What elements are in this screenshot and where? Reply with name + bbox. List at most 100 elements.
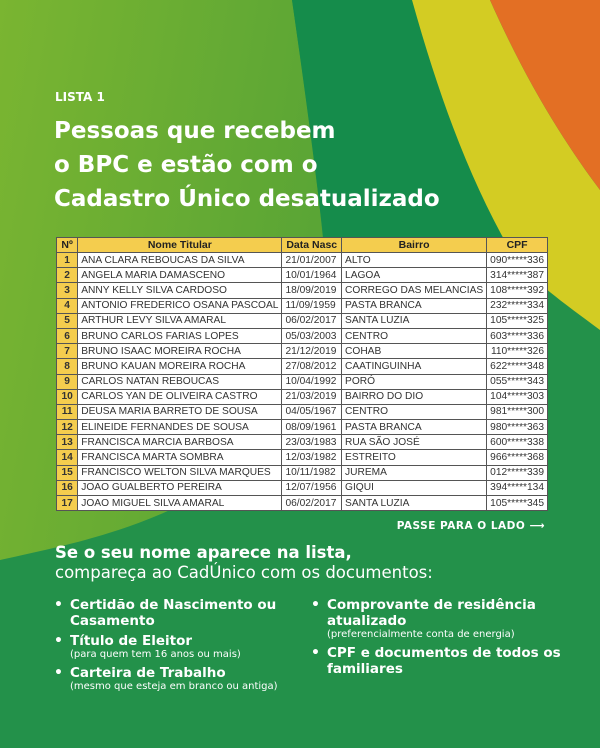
document-title: Título de Eleitor	[70, 633, 193, 649]
row-number: 15	[55, 464, 79, 481]
row-cpf: 105*****325	[486, 312, 548, 329]
row-neighborhood: GIQUI	[341, 479, 488, 497]
row-birthdate: 23/03/1983	[281, 434, 343, 451]
column-header-number: Nº	[55, 237, 79, 253]
row-neighborhood: CENTRO	[341, 327, 488, 345]
row-birthdate: 10/11/1982	[281, 464, 343, 481]
row-number: 12	[55, 419, 79, 436]
row-number: 6	[55, 327, 79, 345]
document-note: (mesmo que esteja em branco ou antiga)	[70, 681, 278, 692]
row-cpf: 980*****363	[486, 419, 548, 436]
row-cpf: 055*****343	[486, 373, 548, 390]
row-name: ANTONIO FREDERICO OSANA PASCOAL	[77, 297, 283, 314]
instructions-heading-bold: Se o seu nome aparece na lista,	[55, 543, 352, 562]
document-item: Comprovante de residência atualizado(pre…	[309, 597, 569, 641]
table-row: 6 BRUNO CARLOS FARIAS LOPES 05/03/2003 CENT…	[55, 327, 548, 345]
table-row: 4 ANTONIO FREDERICO OSANA PASCOAL 11/09/19…	[55, 297, 548, 314]
row-neighborhood: CAATINGUINHA	[341, 358, 488, 375]
document-title: Comprovante de residência atualizado	[327, 597, 536, 629]
row-number: 8	[55, 358, 79, 375]
row-number: 11	[55, 403, 79, 421]
row-neighborhood: SANTA LUZIA	[341, 494, 488, 512]
documents-list-right: Comprovante de residência atualizado(pre…	[309, 597, 569, 681]
row-birthdate: 21/01/2007	[281, 251, 343, 269]
instructions-heading-regular: compareça ao CadÚnico com os documentos:	[55, 563, 433, 582]
beneficiaries-table: Nº Nome Titular Data Nasc Bairro CPF 1 AN…	[55, 237, 548, 512]
column-header-birthdate: Data Nasc	[281, 237, 343, 253]
document-note: (preferencialmente conta de energia)	[327, 629, 515, 640]
list-label: LISTA 1	[55, 90, 105, 104]
row-name: CARLOS NATAN REBOUCAS	[77, 373, 283, 390]
column-header-name: Nome Titular	[77, 237, 283, 253]
row-neighborhood: BAIRRO DO DIO	[341, 388, 488, 405]
row-birthdate: 18/09/2019	[281, 282, 343, 299]
swipe-hint: PASSE PARA O LADO ⟶	[396, 520, 545, 532]
row-neighborhood: CORREGO DAS MELANCIAS	[341, 282, 488, 299]
row-cpf: 110*****326	[486, 343, 548, 360]
row-name: CARLOS YAN DE OLIVEIRA CASTRO	[77, 388, 283, 405]
document-title: Carteira de Trabalho	[70, 665, 226, 681]
document-note: (para quem tem 16 anos ou mais)	[70, 649, 241, 660]
row-name: JOAO MIGUEL SILVA AMARAL	[77, 494, 283, 512]
document-title: CPF e documentos de todos os familiares	[327, 645, 561, 677]
row-neighborhood: PORÓ	[341, 373, 488, 390]
table-header-row: Nº Nome Titular Data Nasc Bairro CPF	[55, 237, 548, 253]
row-neighborhood: ESTREITO	[341, 449, 488, 466]
table-row: 3 ANNY KELLY SILVA CARDOSO 18/09/2019 CORRE…	[55, 282, 548, 299]
row-number: 4	[55, 297, 79, 314]
title-line: Cadastro Único desatualizado	[54, 186, 440, 212]
column-header-cpf: CPF	[486, 237, 548, 253]
row-neighborhood: SANTA LUZIA	[341, 312, 488, 329]
row-name: BRUNO KAUAN MOREIRA ROCHA	[77, 358, 283, 375]
row-name: ARTHUR LEVY SILVA AMARAL	[77, 312, 283, 329]
row-number: 14	[55, 449, 79, 466]
document-item: Título de Eleitor(para quem tem 16 anos …	[52, 633, 292, 661]
row-number: 10	[55, 388, 79, 405]
row-birthdate: 21/12/2019	[281, 343, 343, 360]
row-neighborhood: PASTA BRANCA	[341, 297, 488, 314]
row-birthdate: 27/08/2012	[281, 358, 343, 375]
table-row: 1 ANA CLARA REBOUCAS DA SILVA 21/01/2007 AL…	[55, 251, 548, 269]
row-birthdate: 12/07/1956	[281, 479, 343, 497]
documents-list-left: Certidão de Nascimento ou Casamento Títul…	[52, 597, 292, 697]
table-row: 17 JOAO MIGUEL SILVA AMARAL 06/02/2017 SANT…	[55, 494, 548, 512]
table-row: 2 ANGELA MARIA DAMASCENO 10/01/1964 LAGOA 31…	[55, 267, 548, 284]
table-row: 11 DEUSA MARIA BARRETO DE SOUSA 04/05/1967…	[55, 403, 548, 421]
row-number: 16	[55, 479, 79, 497]
row-number: 5	[55, 312, 79, 329]
row-neighborhood: RUA SÃO JOSÉ	[341, 434, 488, 451]
table-row: 12 ELINEIDE FERNANDES DE SOUSA 08/09/1961 P…	[55, 419, 548, 436]
row-neighborhood: COHAB	[341, 343, 488, 360]
title-line: Pessoas que recebem	[54, 118, 336, 144]
row-number: 17	[55, 494, 79, 512]
row-cpf: 104*****303	[486, 388, 548, 405]
row-birthdate: 06/02/2017	[281, 494, 343, 512]
instructions-heading: Se o seu nome aparece na lista, compareç…	[55, 543, 433, 583]
document-item: CPF e documentos de todos os familiares	[309, 645, 569, 677]
row-cpf: 622*****348	[486, 358, 548, 375]
row-name: FRANCISCA MARTA SOMBRA	[77, 449, 283, 466]
page-title: Pessoas que recebem o BPC e estão com o …	[54, 114, 514, 216]
row-cpf: 090*****336	[486, 251, 548, 269]
document-item: Carteira de Trabalho(mesmo que esteja em…	[52, 665, 292, 693]
table-row: 8 BRUNO KAUAN MOREIRA ROCHA 27/08/2012 CAAT…	[55, 358, 548, 375]
row-name: ANGELA MARIA DAMASCENO	[77, 267, 283, 284]
row-number: 9	[55, 373, 79, 390]
row-cpf: 314*****387	[486, 267, 548, 284]
row-cpf: 232*****334	[486, 297, 548, 314]
row-number: 1	[55, 251, 79, 269]
table-row: 14 FRANCISCA MARTA SOMBRA 12/03/1982 ESTREI…	[55, 449, 548, 466]
table-row: 10 CARLOS YAN DE OLIVEIRA CASTRO 21/03/201…	[55, 388, 548, 405]
row-cpf: 981*****300	[486, 403, 548, 421]
table-row: 5 ARTHUR LEVY SILVA AMARAL 06/02/2017 SANTA…	[55, 312, 548, 329]
row-birthdate: 04/05/1967	[281, 403, 343, 421]
row-birthdate: 08/09/1961	[281, 419, 343, 436]
row-name: ANNY KELLY SILVA CARDOSO	[77, 282, 283, 299]
row-birthdate: 10/01/1964	[281, 267, 343, 284]
table-row: 15 FRANCISCO WELTON SILVA MARQUES 10/11/19…	[55, 464, 548, 481]
row-cpf: 108*****392	[486, 282, 548, 299]
table-row: 7 BRUNO ISAAC MOREIRA ROCHA 21/12/2019 COHA…	[55, 343, 548, 360]
document-title: Certidão de Nascimento ou Casamento	[70, 597, 277, 629]
row-neighborhood: ALTO	[341, 251, 488, 269]
row-birthdate: 12/03/1982	[281, 449, 343, 466]
